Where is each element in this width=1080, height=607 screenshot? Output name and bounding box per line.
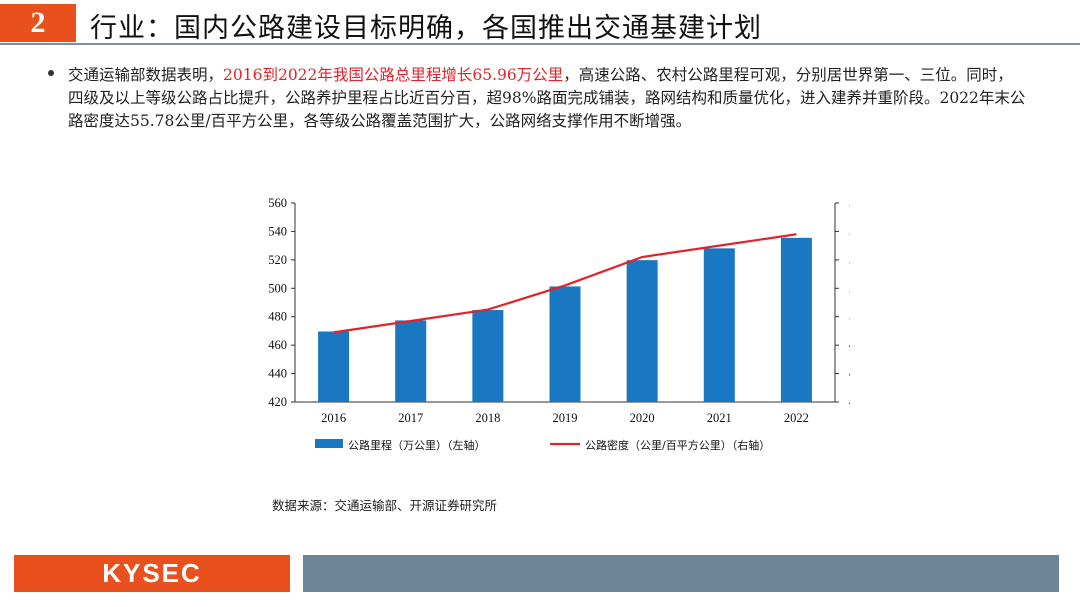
x-tick-label: 2018 — [475, 411, 500, 425]
y-right-tick-label: 54 — [849, 253, 850, 267]
y-right-tick-label: 56 — [849, 224, 850, 238]
data-source: 数据来源：交通运输部、开源证券研究所 — [272, 498, 498, 513]
y-left-tick-label: 480 — [268, 310, 287, 324]
y-left-tick-label: 460 — [268, 338, 287, 352]
density-line — [333, 233, 797, 334]
bar — [703, 248, 735, 402]
bullet-paragraph: 交通运输部数据表明，2016到2022年我国公路总里程增长65.96万公里，高速… — [68, 64, 1028, 133]
y-left-tick-label: 500 — [268, 281, 287, 295]
y-right-tick-label: 58 — [849, 196, 850, 210]
bar — [780, 237, 812, 402]
legend-bar-label: 公路里程（万公里）（左轴） — [348, 438, 486, 452]
y-left-tick-label: 540 — [268, 224, 287, 238]
bar — [549, 286, 581, 402]
bar — [472, 310, 504, 402]
y-right-tick-label: 46 — [849, 367, 850, 381]
y-left-tick-label: 520 — [268, 253, 287, 267]
legend-bar-swatch — [315, 439, 343, 448]
y-right-tick-label: 48 — [849, 338, 850, 352]
page-title: 行业：国内公路建设目标明确，各国推出交通基建计划 — [90, 13, 762, 44]
bullet-dot-icon — [48, 70, 54, 76]
bullet-text-post: ，高速公路、农村公路里程可观，分别居世界第一、三位。同时，四级及以上等级公路占比… — [68, 66, 1026, 130]
y-right-tick-label: 44 — [849, 395, 850, 409]
bullet-text-highlight: 2016到2022年我国公路总里程增长65.96万公里 — [223, 66, 564, 84]
road-chart: 420 440 460 480 500 520 540 560 44 46 48 50 52 54 56 58… — [268, 196, 850, 452]
x-tick-label: 2021 — [707, 411, 732, 425]
y-right-tick-label: 50 — [849, 310, 850, 324]
footer-bar — [303, 555, 1059, 592]
x-tick-label: 2017 — [398, 411, 423, 425]
x-tick-label: 2019 — [553, 411, 578, 425]
bar — [395, 320, 427, 402]
header-divider — [0, 43, 1080, 45]
kysec-logo: KYSEC — [14, 555, 290, 592]
legend-line-label: 公路密度（公里/百平方公里）（右轴） — [585, 438, 770, 452]
bullet-text-pre: 交通运输部数据表明， — [68, 66, 224, 84]
y-left-tick-label: 560 — [268, 196, 287, 210]
section-number: 2 — [0, 4, 76, 42]
y-left-tick-label: 420 — [268, 395, 287, 409]
x-tick-label: 2022 — [784, 411, 809, 425]
bar — [626, 260, 658, 402]
y-right-tick-label: 52 — [849, 281, 850, 295]
x-tick-label: 2020 — [630, 411, 655, 425]
x-tick-label: 2016 — [321, 411, 346, 425]
bar — [318, 331, 350, 402]
y-left-tick-label: 440 — [268, 367, 287, 381]
